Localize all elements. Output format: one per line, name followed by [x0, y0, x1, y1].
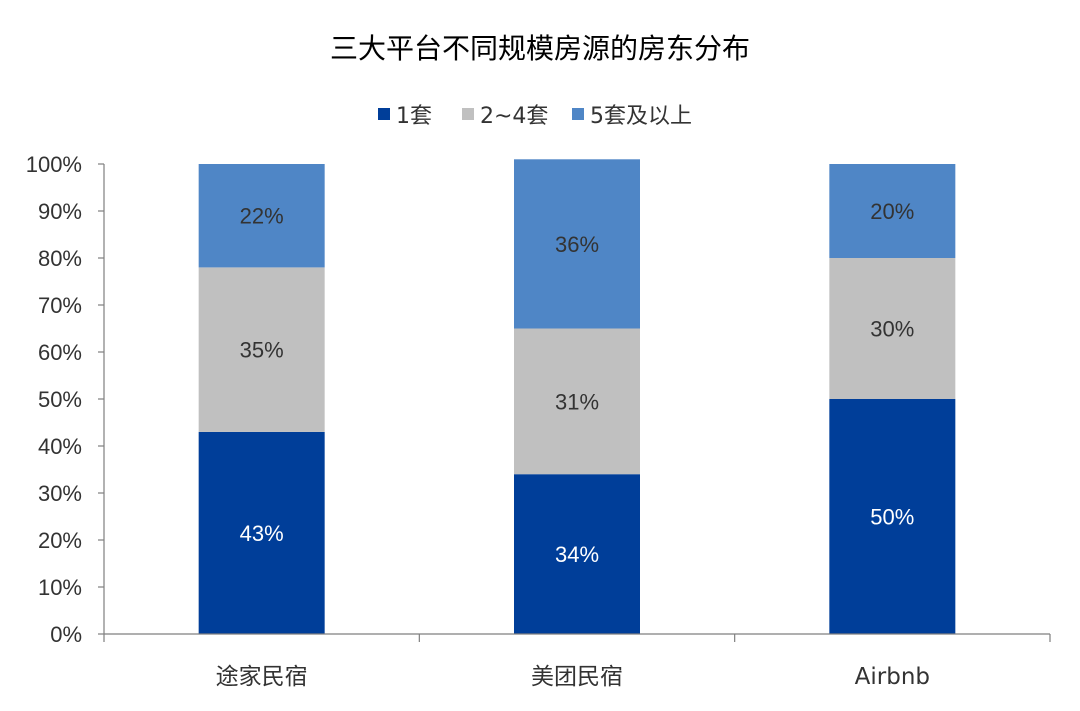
data-label: 34%	[555, 542, 599, 567]
bar-segment	[198, 164, 325, 268]
data-label: 50%	[870, 505, 914, 530]
legend-label: 2~4套	[480, 104, 548, 129]
y-tick-label: 30%	[38, 481, 82, 506]
y-tick-label: 10%	[38, 575, 82, 600]
bar-segment	[829, 164, 956, 258]
legend-swatch	[572, 108, 584, 120]
data-label: 22%	[240, 204, 284, 229]
data-label: 43%	[240, 521, 284, 546]
data-label: 31%	[555, 389, 599, 414]
y-tick-label: 60%	[38, 340, 82, 365]
chart-title: 三大平台不同规模房源的房东分布	[330, 32, 750, 65]
bar-segment	[198, 431, 325, 634]
legend-swatch	[462, 108, 474, 120]
bar-segment	[514, 328, 640, 475]
data-label: 35%	[240, 338, 284, 363]
y-tick-label: 50%	[38, 387, 82, 412]
category-label: Airbnb	[855, 664, 930, 690]
bar-segment	[198, 267, 325, 432]
data-label: 20%	[870, 199, 914, 224]
data-labels: 43% 35% 22% 34% 31% 36% 50% 30% 20%	[240, 199, 915, 567]
data-label: 30%	[870, 317, 914, 342]
bar-segment	[514, 159, 640, 329]
data-label: 36%	[555, 232, 599, 257]
y-tick-label: 70%	[38, 293, 82, 318]
y-tick-label: 40%	[38, 434, 82, 459]
legend-swatch	[378, 108, 390, 120]
y-tick-label: 20%	[38, 528, 82, 553]
legend-label: 5套及以上	[590, 104, 692, 129]
y-tick-label: 100%	[26, 152, 82, 177]
bar-segment	[514, 474, 640, 634]
bars	[198, 159, 956, 634]
bar-segment	[829, 258, 956, 399]
y-tick-label: 90%	[38, 199, 82, 224]
category-label: 途家民宿	[216, 664, 308, 690]
category-label: 美团民宿	[531, 664, 623, 690]
legend: 1套 2~4套 5套及以上	[378, 104, 692, 129]
legend-label: 1套	[396, 104, 432, 129]
bar-segment	[829, 399, 956, 634]
y-tick-label: 0%	[50, 622, 82, 647]
y-tick-label: 80%	[38, 246, 82, 271]
axes: 途家民宿 美团民宿 Airbnb 0% 10% 20% 30% 40% 50% 60% 70% 80%…	[26, 152, 1051, 690]
